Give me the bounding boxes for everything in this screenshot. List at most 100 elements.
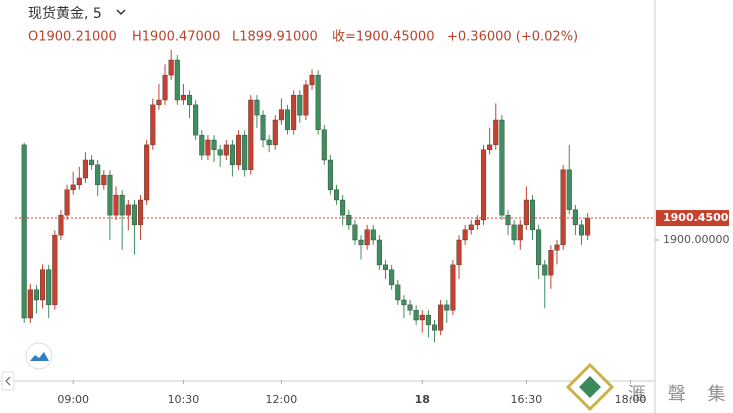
candle-body xyxy=(401,299,407,306)
x-tick-label: 09:00 xyxy=(57,393,89,406)
ohlc-value: O1900.21000 xyxy=(28,30,117,45)
candle-body xyxy=(150,104,156,146)
candle-body xyxy=(407,304,413,311)
candle-body xyxy=(444,304,450,311)
candle-body xyxy=(389,269,395,286)
candle-body xyxy=(566,169,572,210)
candle-body xyxy=(138,199,144,226)
candle-body xyxy=(560,169,566,246)
candle-body xyxy=(352,224,358,241)
candle-body xyxy=(382,264,389,270)
candle-body xyxy=(462,229,468,241)
candle-body xyxy=(193,104,199,136)
candle-body xyxy=(180,94,186,101)
candle-body xyxy=(523,199,529,226)
candle-body xyxy=(205,139,211,156)
last-price-box xyxy=(656,210,729,227)
candle-body xyxy=(156,99,162,106)
candle-body xyxy=(303,84,309,116)
candle-body xyxy=(107,174,113,216)
candle-body xyxy=(46,269,52,306)
candle-body xyxy=(272,119,278,146)
candle-body xyxy=(499,119,505,216)
candle-body xyxy=(578,224,585,236)
candle-body xyxy=(95,164,101,186)
candle-body xyxy=(309,74,315,86)
candle-body xyxy=(52,234,58,306)
candle-body xyxy=(431,324,438,331)
scroll-left[interactable] xyxy=(1,371,15,391)
instrument-title[interactable]: 现货黄金, 5 xyxy=(28,5,102,22)
candle-body xyxy=(223,144,229,156)
candle-body xyxy=(474,219,480,226)
candle-body xyxy=(242,134,248,170)
candle-body xyxy=(456,239,462,266)
candle-body xyxy=(174,59,180,101)
candle-body xyxy=(517,224,523,241)
candle-body xyxy=(125,204,131,216)
dropdown-chevron[interactable] xyxy=(116,9,126,16)
ohlc-value: L1899.91000 xyxy=(232,30,318,45)
candle-body xyxy=(260,114,266,141)
candle-body xyxy=(211,139,217,150)
candle-body xyxy=(376,239,382,266)
candle-body xyxy=(450,264,456,311)
candle-body xyxy=(511,224,517,241)
candle-body xyxy=(548,250,554,276)
x-tick-label: 18 xyxy=(415,393,430,406)
candle-body xyxy=(395,284,401,301)
candle-body xyxy=(291,94,297,130)
candle-body xyxy=(487,144,493,150)
candle-body xyxy=(187,94,193,106)
candle-body xyxy=(346,214,352,226)
candle-body xyxy=(493,119,499,146)
candle-body xyxy=(89,159,95,166)
y-tick-label: 1900.00000 xyxy=(663,233,729,246)
candle-body xyxy=(468,224,474,230)
candle-body xyxy=(285,109,291,130)
ohlc-header: O1900.21000 H1900.47000 L1899.91000 收=1900.… xyxy=(28,30,578,45)
candle-body xyxy=(321,129,327,161)
candle-body xyxy=(572,209,578,226)
candle-body xyxy=(144,144,150,201)
candle-body xyxy=(162,74,168,101)
candle-body xyxy=(168,59,174,76)
x-tick-label: 12:00 xyxy=(266,393,298,406)
candle-body xyxy=(119,194,125,216)
candle-body xyxy=(217,149,223,156)
x-tick-label: 16:30 xyxy=(511,393,543,406)
candle-body xyxy=(505,214,511,226)
candle-body xyxy=(554,244,560,251)
candle-body xyxy=(229,144,235,166)
candle-body xyxy=(542,264,548,276)
candle-body xyxy=(248,99,254,170)
logo-icon[interactable] xyxy=(25,342,53,370)
candle-body xyxy=(327,159,333,190)
candle-body xyxy=(358,239,364,246)
candle-body xyxy=(27,289,33,319)
candle-body xyxy=(236,134,242,166)
candle-body xyxy=(536,229,542,266)
candle-body xyxy=(315,74,321,130)
candle-body xyxy=(199,134,205,156)
candle-body xyxy=(413,310,419,321)
last-price-label: 1900.45000 xyxy=(663,211,733,224)
candle-body xyxy=(131,204,137,226)
ohlc-value: 收=1900.45000 xyxy=(332,30,434,45)
candle-body xyxy=(64,189,70,216)
candle-body xyxy=(33,289,39,301)
candle-body xyxy=(278,109,284,121)
candle-body xyxy=(364,229,370,246)
candle-body xyxy=(82,159,88,179)
candle-body xyxy=(334,189,340,201)
candle-body xyxy=(425,314,431,326)
candle-body xyxy=(370,229,376,241)
candle-body xyxy=(58,214,64,236)
candle-body xyxy=(419,314,425,321)
candle-body xyxy=(438,304,444,331)
x-tick-label: 10:30 xyxy=(168,393,200,406)
ohlc-value: +0.36000 (+0.02%) xyxy=(447,30,578,45)
ohlc-value: H1900.47000 xyxy=(132,30,220,45)
candle-body xyxy=(529,199,536,230)
